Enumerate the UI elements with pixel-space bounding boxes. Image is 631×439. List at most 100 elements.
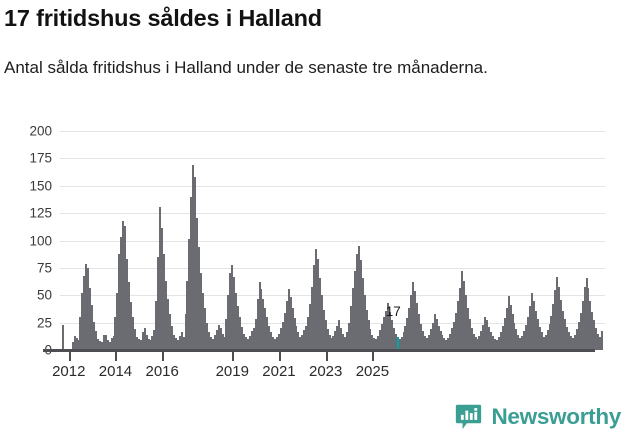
newsworthy-logo[interactable]: Newsworthy [455, 403, 621, 430]
bar[interactable] [96, 339, 99, 350]
bar[interactable] [587, 287, 590, 350]
bar[interactable] [106, 340, 109, 350]
bar[interactable] [579, 312, 582, 350]
bar[interactable] [227, 295, 230, 350]
bar[interactable] [597, 333, 600, 350]
bar[interactable] [126, 259, 129, 350]
bar[interactable] [289, 297, 292, 350]
bar[interactable] [492, 335, 495, 350]
bar[interactable] [466, 308, 469, 350]
bar[interactable] [455, 312, 458, 350]
bar[interactable] [447, 337, 450, 350]
bar[interactable] [575, 329, 578, 350]
bar[interactable] [268, 325, 271, 350]
bar[interactable] [564, 319, 567, 350]
bar[interactable] [124, 226, 127, 350]
bar[interactable] [420, 323, 423, 350]
bar[interactable] [153, 330, 156, 350]
bar[interactable] [332, 335, 335, 350]
bar[interactable] [326, 329, 329, 350]
bar[interactable] [513, 322, 516, 350]
bar[interactable] [276, 336, 279, 350]
bar[interactable] [190, 196, 193, 350]
bar[interactable] [556, 276, 559, 350]
bar[interactable] [151, 335, 154, 350]
bar[interactable] [135, 336, 138, 350]
bar[interactable] [130, 301, 133, 350]
bar[interactable] [531, 293, 533, 350]
bar[interactable] [355, 253, 358, 350]
bar[interactable] [240, 327, 243, 350]
bar[interactable] [246, 339, 249, 350]
bar[interactable] [404, 325, 407, 350]
bar[interactable] [423, 335, 426, 350]
bar[interactable] [344, 336, 347, 350]
bar[interactable] [406, 318, 409, 350]
bar[interactable] [98, 341, 101, 350]
bar[interactable] [427, 334, 430, 350]
bar[interactable] [507, 296, 510, 350]
bar[interactable] [369, 329, 372, 350]
bar[interactable] [593, 320, 596, 350]
bar[interactable] [207, 332, 210, 350]
bar[interactable] [145, 334, 148, 350]
bar[interactable] [95, 331, 97, 350]
bar[interactable] [149, 340, 152, 350]
bar[interactable] [425, 337, 428, 350]
bar[interactable] [394, 333, 397, 350]
bar[interactable] [297, 332, 300, 350]
bar[interactable] [433, 313, 436, 350]
bar[interactable] [340, 328, 343, 350]
bar-highlighted[interactable] [396, 336, 399, 350]
bar[interactable] [388, 311, 391, 350]
bar[interactable] [566, 327, 569, 350]
bar[interactable] [511, 313, 514, 350]
bar[interactable] [462, 281, 465, 350]
bar[interactable] [242, 333, 245, 350]
bar[interactable] [478, 335, 481, 350]
bar[interactable] [381, 323, 384, 350]
bar[interactable] [529, 306, 532, 350]
bar[interactable] [172, 334, 175, 350]
bar[interactable] [375, 339, 378, 350]
bar[interactable] [102, 334, 105, 350]
bar[interactable] [497, 336, 500, 350]
bar[interactable] [573, 334, 576, 350]
bar[interactable] [517, 334, 520, 350]
bar[interactable] [400, 336, 403, 350]
bar[interactable] [260, 288, 263, 350]
bar[interactable] [307, 317, 310, 350]
bar[interactable] [256, 298, 259, 350]
bar[interactable] [293, 318, 296, 350]
bar[interactable] [108, 342, 111, 350]
bar[interactable] [348, 322, 351, 350]
bar[interactable] [351, 287, 354, 350]
bar[interactable] [139, 340, 142, 350]
bar[interactable] [161, 228, 164, 350]
bar[interactable] [274, 339, 277, 350]
bar[interactable] [342, 333, 345, 350]
bar[interactable] [163, 253, 166, 350]
bar[interactable] [122, 220, 125, 350]
bar[interactable] [311, 286, 314, 350]
bar[interactable] [451, 328, 454, 350]
bar[interactable] [244, 336, 247, 350]
bar[interactable] [484, 317, 487, 350]
bar[interactable] [143, 328, 146, 350]
bar[interactable] [472, 333, 475, 350]
bar[interactable] [338, 320, 341, 350]
bar[interactable] [155, 300, 158, 350]
bar[interactable] [392, 328, 395, 350]
bar[interactable] [542, 336, 545, 350]
bar[interactable] [373, 337, 376, 350]
bar[interactable] [377, 335, 380, 350]
bar[interactable] [165, 281, 168, 350]
bar[interactable] [229, 273, 232, 350]
bar[interactable] [458, 287, 461, 350]
bar[interactable] [552, 304, 555, 350]
bar[interactable] [100, 342, 103, 350]
bar[interactable] [205, 322, 208, 350]
bar[interactable] [601, 331, 604, 350]
bar[interactable] [215, 330, 218, 350]
bar[interactable] [495, 340, 498, 350]
